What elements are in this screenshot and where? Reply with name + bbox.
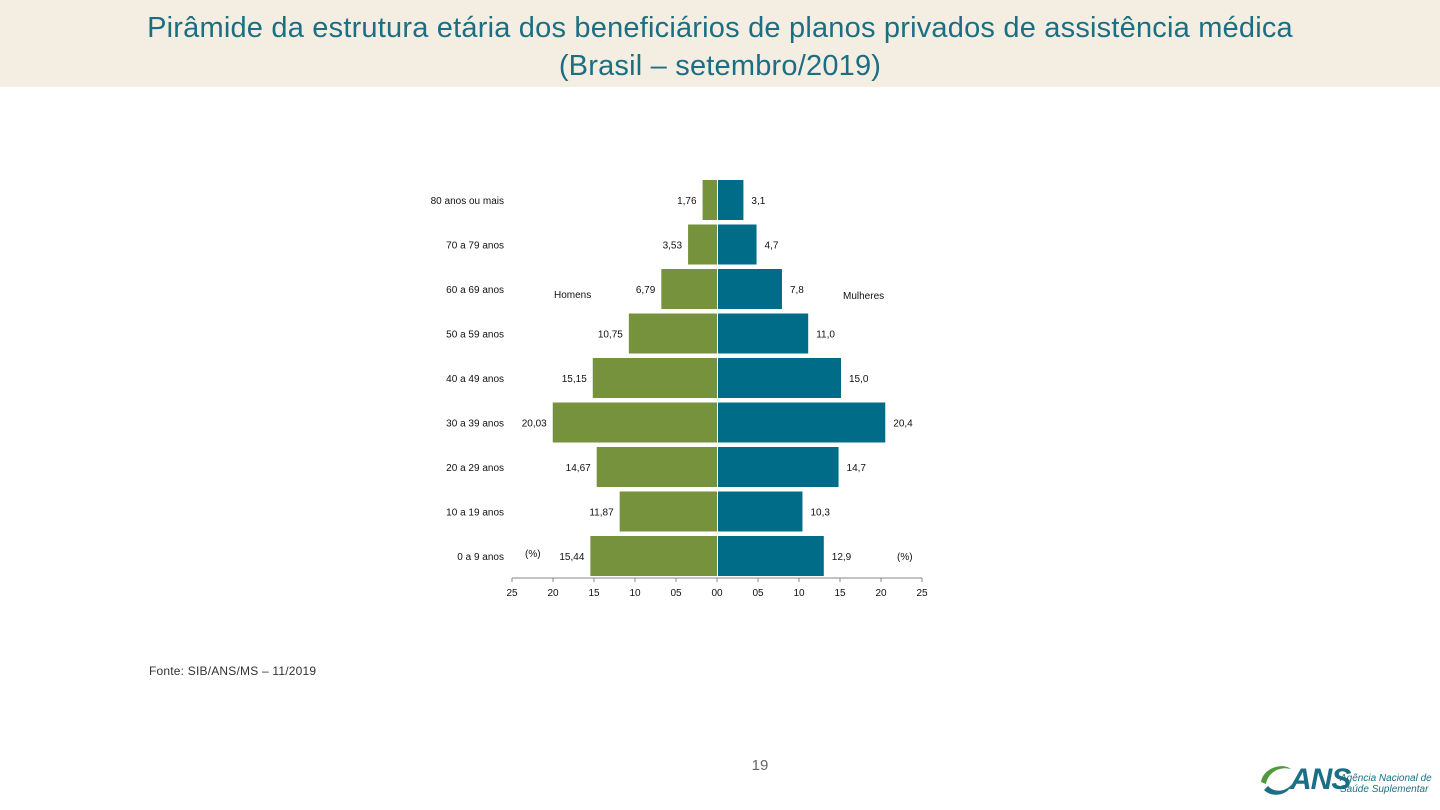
page-title: Pirâmide da estrutura etária dos benefic… <box>0 9 1440 85</box>
data-label-homens: 3,53 <box>663 241 683 252</box>
x-tick-label: 25 <box>916 588 928 599</box>
ans-logo-line1: Agência Nacional de <box>1340 773 1432 784</box>
bar-homens <box>702 180 717 220</box>
source-note: Fonte: SIB/ANS/MS – 11/2019 <box>149 664 317 678</box>
series-label-mulheres: Mulheres <box>843 291 884 302</box>
ans-logo-text: ANS <box>1290 763 1351 796</box>
data-label-homens: 10,75 <box>598 330 623 341</box>
category-label: 30 a 39 anos <box>446 419 504 430</box>
x-tick-label: 20 <box>875 588 887 599</box>
data-label-homens: 15,15 <box>562 374 587 385</box>
data-label-mulheres: 4,7 <box>765 241 779 252</box>
bar-mulheres <box>718 402 886 443</box>
x-tick-label: 15 <box>834 588 846 599</box>
ans-logo-line2: Saúde Suplementar <box>1340 784 1429 795</box>
data-label-mulheres: 3,1 <box>751 196 765 207</box>
bar-mulheres <box>718 447 839 487</box>
unit-label-right: (%) <box>897 552 913 563</box>
bar-homens <box>596 447 717 487</box>
data-label-mulheres: 11,0 <box>816 330 835 341</box>
bar-homens <box>592 358 717 398</box>
data-label-mulheres: 20,4 <box>893 419 913 430</box>
title-band <box>0 0 1440 87</box>
bar-homens <box>552 402 717 443</box>
data-label-mulheres: 15,0 <box>849 374 869 385</box>
category-label: 70 a 79 anos <box>446 241 504 252</box>
bar-mulheres <box>718 224 757 265</box>
bar-homens <box>688 224 717 265</box>
category-label: 40 a 49 anos <box>446 374 504 385</box>
bar-homens <box>661 269 717 309</box>
x-tick-label: 25 <box>506 588 518 599</box>
data-label-homens: 20,03 <box>522 419 547 430</box>
bar-homens <box>590 536 717 576</box>
x-tick-label: 05 <box>670 588 682 599</box>
bar-mulheres <box>718 358 841 398</box>
x-tick-label: 05 <box>752 588 764 599</box>
bar-mulheres <box>718 269 782 309</box>
x-tick-label: 15 <box>588 588 600 599</box>
data-label-mulheres: 12,9 <box>832 552 852 563</box>
x-tick-label: 20 <box>547 588 559 599</box>
data-label-homens: 11,87 <box>589 508 614 519</box>
series-label-homens: Homens <box>554 290 591 301</box>
bar-mulheres <box>718 313 809 354</box>
category-label: 20 a 29 anos <box>446 463 504 474</box>
bar-mulheres <box>718 536 824 576</box>
data-label-homens: 6,79 <box>636 285 656 296</box>
page-number: 19 <box>751 757 769 774</box>
data-label-mulheres: 14,7 <box>847 463 867 474</box>
bar-homens <box>628 313 717 354</box>
ans-logo-swoosh-icon <box>1261 766 1292 795</box>
category-label: 50 a 59 anos <box>446 330 504 341</box>
category-label: 0 a 9 anos <box>457 552 504 563</box>
data-label-homens: 15,44 <box>559 552 584 563</box>
data-label-homens: 1,76 <box>677 196 697 207</box>
data-label-mulheres: 7,8 <box>790 285 804 296</box>
page-title-line2: (Brasil – setembro/2019) <box>558 50 882 82</box>
data-label-mulheres: 10,3 <box>810 508 830 519</box>
bar-mulheres <box>718 180 744 220</box>
unit-label-left: (%) <box>525 549 541 560</box>
x-tick-label: 10 <box>793 588 805 599</box>
category-label: 80 anos ou mais <box>431 196 504 207</box>
bar-mulheres <box>718 491 803 532</box>
x-tick-label: 10 <box>629 588 641 599</box>
page-title-line1: Pirâmide da estrutura etária dos benefic… <box>147 12 1293 44</box>
ans-logo: ANS Agência Nacional de Saúde Suplementa… <box>1258 760 1432 800</box>
x-tick-label: 00 <box>711 588 723 599</box>
data-label-homens: 14,67 <box>566 463 591 474</box>
category-label: 10 a 19 anos <box>446 508 504 519</box>
category-label: 60 a 69 anos <box>446 285 504 296</box>
bar-homens <box>619 491 717 532</box>
